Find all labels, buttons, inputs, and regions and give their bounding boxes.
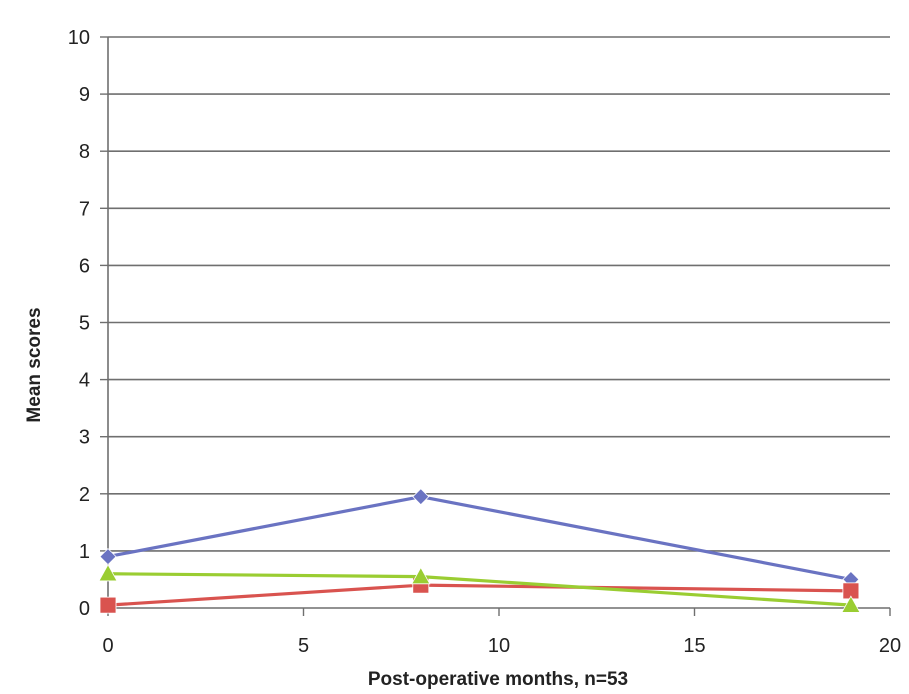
y-axis-title: Mean scores [24, 307, 45, 422]
y-tick-label-7: 7 [79, 198, 90, 220]
y-tick-label-10: 10 [68, 27, 90, 49]
series-line-1 [107, 495, 852, 582]
x-tick-label-20: 20 [879, 635, 901, 657]
x-tick-label-0: 0 [102, 635, 113, 657]
y-tick-label-9: 9 [79, 84, 90, 106]
y-tick-label-3: 3 [79, 427, 90, 449]
y-tick-label-8: 8 [79, 141, 90, 163]
x-tick-label-5: 5 [298, 635, 309, 657]
data-point-s3-1 [98, 563, 118, 582]
y-tick-label-0: 0 [79, 598, 90, 620]
y-tick-label-2: 2 [79, 484, 90, 506]
data-point-s3-2 [411, 566, 431, 585]
axes: 0 1 2 3 4 5 6 7 8 9 10 0 5 10 15 20 [68, 27, 901, 657]
x-tick-label-15: 15 [683, 635, 705, 657]
data-point-s2-1 [99, 596, 117, 614]
x-tick-label-10: 10 [488, 635, 510, 657]
y-tick-label-4: 4 [79, 370, 90, 392]
series-line-2 [107, 583, 851, 607]
grid [108, 36, 890, 552]
data-point-s3-3 [841, 595, 861, 613]
series-group [98, 488, 861, 614]
y-tick-label-5: 5 [79, 313, 90, 335]
y-tick-label-6: 6 [79, 255, 90, 277]
y-tick-label-1: 1 [79, 541, 90, 563]
data-point-s1-2 [412, 488, 430, 506]
x-axis-title: Post-operative months, n=53 [368, 669, 628, 690]
